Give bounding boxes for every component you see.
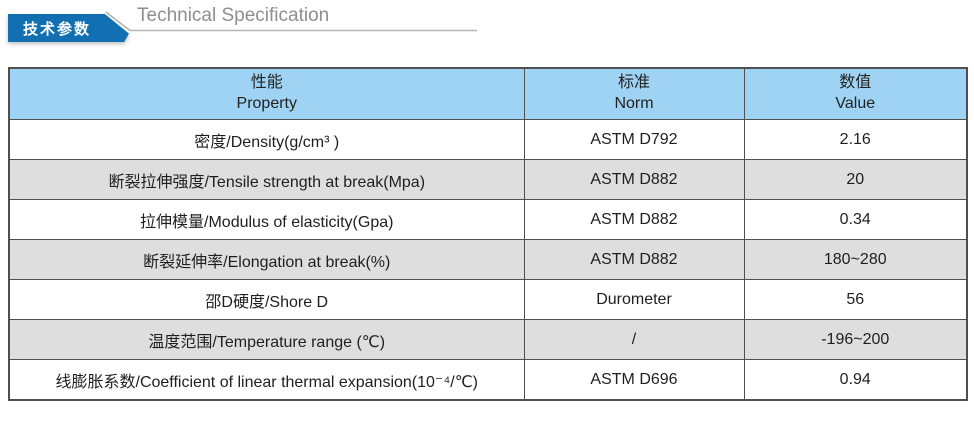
property-cell: 邵D硬度/Shore D <box>8 279 525 320</box>
column-header-value: 数值 Value <box>743 67 968 120</box>
column-header-property-zh: 性能 <box>250 74 283 92</box>
spec-table-header: 性能 Property 标准 Norm 数值 Value <box>8 67 968 120</box>
value-cell: 20 <box>743 159 968 200</box>
column-header-value-en: Value <box>835 95 876 112</box>
property-cell: 断裂拉伸强度/Tensile strength at break(Mpa) <box>8 159 525 200</box>
table-row: 密度/Density(g/cm³ ) ASTM D792 2.16 <box>8 119 968 160</box>
column-header-norm: 标准 Norm <box>523 67 745 120</box>
column-header-norm-zh: 标准 <box>617 74 650 92</box>
spec-table-body: 密度/Density(g/cm³ ) ASTM D792 2.16 断裂拉伸强度… <box>8 119 968 401</box>
property-cell: 密度/Density(g/cm³ ) <box>8 119 525 160</box>
property-cell: 拉伸模量/Modulus of elasticity(Gpa) <box>8 199 525 240</box>
value-cell: 0.34 <box>743 199 968 240</box>
value-cell: 0.94 <box>743 359 968 401</box>
property-cell: 线膨胀系数/Coefficient of linear thermal expa… <box>8 359 525 401</box>
section-badge-label: 技术参数 <box>23 20 92 38</box>
value-cell: 56 <box>743 279 968 320</box>
table-row: 断裂拉伸强度/Tensile strength at break(Mpa) AS… <box>8 159 968 200</box>
table-row: 温度范围/Temperature range (℃) / -196~200 <box>8 319 968 360</box>
norm-cell: ASTM D696 <box>523 359 745 401</box>
header-row: 性能 Property 标准 Norm 数值 Value <box>8 67 968 120</box>
spec-table: 性能 Property 标准 Norm 数值 Value 密度/Density(… <box>8 67 968 401</box>
norm-cell: ASTM D882 <box>523 159 745 200</box>
norm-cell: ASTM D882 <box>523 239 745 280</box>
section-badge-shape: 技术参数 <box>8 14 129 42</box>
value-cell: 180~280 <box>743 239 968 280</box>
norm-cell: ASTM D882 <box>523 199 745 240</box>
norm-cell: Durometer <box>523 279 745 320</box>
table-row: 邵D硬度/Shore D Durometer 56 <box>8 279 968 320</box>
table-row: 线膨胀系数/Coefficient of linear thermal expa… <box>8 359 968 401</box>
column-header-property: 性能 Property <box>8 67 525 120</box>
section-title: Technical Specification <box>137 5 330 26</box>
norm-cell: ASTM D792 <box>523 119 745 160</box>
column-header-value-zh: 数值 <box>839 74 872 92</box>
property-cell: 断裂延伸率/Elongation at break(%) <box>8 239 525 280</box>
norm-cell: / <box>523 319 745 360</box>
table-row: 拉伸模量/Modulus of elasticity(Gpa) ASTM D88… <box>8 199 968 240</box>
table-row: 断裂延伸率/Elongation at break(%) ASTM D882 1… <box>8 239 968 280</box>
section-badge: 技术参数 <box>8 14 129 42</box>
column-header-norm-en: Norm <box>614 95 654 112</box>
column-header-property-en: Property <box>236 95 297 112</box>
value-cell: -196~200 <box>743 319 968 360</box>
property-cell: 温度范围/Temperature range (℃) <box>8 319 525 360</box>
value-cell: 2.16 <box>743 119 968 160</box>
